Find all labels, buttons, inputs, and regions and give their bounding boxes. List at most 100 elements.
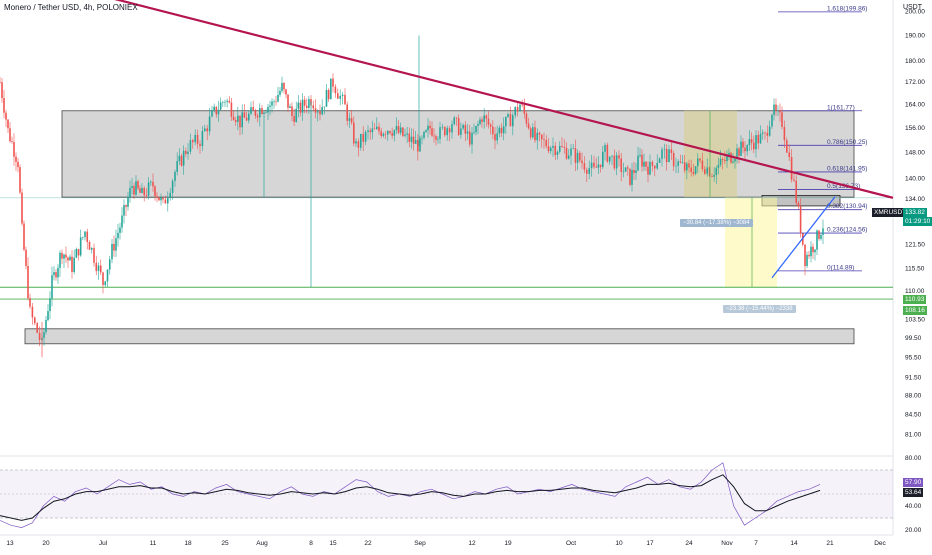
candle-body bbox=[686, 163, 688, 171]
candle-body bbox=[123, 205, 125, 216]
candle-body bbox=[540, 134, 543, 140]
candle-body bbox=[113, 243, 115, 251]
x-tick-label: 20 bbox=[42, 540, 50, 547]
candle-body bbox=[239, 115, 241, 128]
candle-body bbox=[487, 118, 490, 125]
candle-body bbox=[111, 243, 113, 260]
candle-body bbox=[451, 124, 453, 133]
candle-body bbox=[690, 167, 692, 172]
candle-body bbox=[773, 104, 775, 115]
y-tick-label: 180.00 bbox=[905, 58, 925, 65]
candle-body bbox=[281, 83, 283, 91]
candle-body bbox=[187, 151, 189, 154]
candle-body bbox=[204, 128, 206, 132]
candle-body bbox=[230, 102, 233, 117]
candle-body bbox=[498, 127, 501, 134]
candle-body bbox=[736, 148, 738, 159]
candle-body bbox=[3, 98, 5, 113]
candle-body bbox=[622, 171, 625, 173]
candle-body bbox=[275, 101, 277, 103]
candle-body bbox=[49, 298, 51, 312]
candle-body bbox=[217, 109, 220, 115]
y-tick-label: 91.50 bbox=[905, 374, 922, 381]
candle-body bbox=[639, 154, 641, 156]
candle-body bbox=[102, 272, 104, 286]
candle-body bbox=[706, 167, 708, 174]
candle-body bbox=[699, 158, 701, 161]
candle-body bbox=[665, 148, 668, 163]
candle-body bbox=[738, 148, 740, 156]
candle-body bbox=[581, 160, 583, 164]
candle-body bbox=[341, 94, 344, 96]
candle-body bbox=[38, 332, 41, 341]
candle-body bbox=[704, 169, 706, 174]
candle-body bbox=[771, 114, 773, 127]
x-tick-label: 10 bbox=[615, 540, 623, 547]
candle-body bbox=[547, 146, 550, 152]
candle-body bbox=[757, 135, 760, 144]
candle-body bbox=[468, 131, 471, 145]
candle-body bbox=[88, 241, 91, 250]
candle-body bbox=[746, 145, 748, 152]
measure-range-2 bbox=[725, 197, 777, 288]
candle-body bbox=[567, 155, 570, 159]
candle-body bbox=[576, 152, 579, 163]
x-tick-label: 18 bbox=[184, 540, 192, 547]
candle-body bbox=[389, 130, 391, 134]
candle-body bbox=[228, 100, 231, 103]
candle-body bbox=[174, 171, 176, 181]
candle-body bbox=[790, 156, 793, 180]
x-tick-label: 17 bbox=[646, 540, 654, 547]
candle-body bbox=[139, 188, 141, 193]
y-tick-label: 200.00 bbox=[905, 9, 925, 16]
fib-level-label: 0.786(150.25) bbox=[827, 139, 867, 146]
candle-body bbox=[215, 106, 218, 115]
candle-body bbox=[570, 148, 572, 156]
candle-body bbox=[243, 112, 246, 118]
candle-body bbox=[414, 140, 417, 144]
candle-body bbox=[391, 133, 393, 136]
candle-body bbox=[588, 168, 590, 174]
candle-body bbox=[256, 115, 259, 118]
candle-body bbox=[224, 101, 226, 103]
candle-body bbox=[45, 320, 47, 333]
candle-body bbox=[263, 112, 265, 115]
candle-body bbox=[477, 124, 479, 127]
candle-body bbox=[507, 114, 509, 117]
candle-body bbox=[579, 152, 581, 161]
candle-body bbox=[572, 148, 574, 149]
x-tick-label: 22 bbox=[364, 540, 372, 547]
candle-body bbox=[316, 111, 319, 113]
candle-body bbox=[291, 106, 293, 116]
candle-body bbox=[176, 161, 178, 172]
y-tick-label: 140.00 bbox=[905, 175, 925, 182]
candle-body bbox=[806, 254, 808, 266]
candle-body bbox=[812, 246, 814, 253]
candle-body bbox=[250, 107, 252, 114]
candle-body bbox=[382, 133, 385, 136]
y-tick-label: 190.00 bbox=[905, 33, 925, 40]
candle-body bbox=[586, 169, 588, 174]
candle-body bbox=[73, 257, 75, 273]
candle-body bbox=[688, 163, 690, 168]
candle-body bbox=[734, 158, 736, 162]
candle-body bbox=[25, 249, 27, 266]
candle-body bbox=[433, 135, 435, 137]
candle-body bbox=[143, 187, 145, 196]
candle-body bbox=[556, 151, 559, 156]
candle-body bbox=[208, 116, 211, 132]
candle-body bbox=[692, 171, 695, 174]
candle-body bbox=[15, 156, 17, 162]
candle-body bbox=[717, 164, 720, 168]
candle-body bbox=[252, 107, 254, 111]
candle-body bbox=[629, 168, 631, 185]
candle-body bbox=[86, 231, 89, 242]
candle-body bbox=[793, 179, 795, 181]
candle-body bbox=[608, 156, 611, 162]
candle-body bbox=[261, 108, 263, 115]
countdown-tag: 01:29:10 bbox=[903, 217, 932, 226]
candle-body bbox=[77, 249, 80, 256]
candle-body bbox=[677, 161, 679, 166]
